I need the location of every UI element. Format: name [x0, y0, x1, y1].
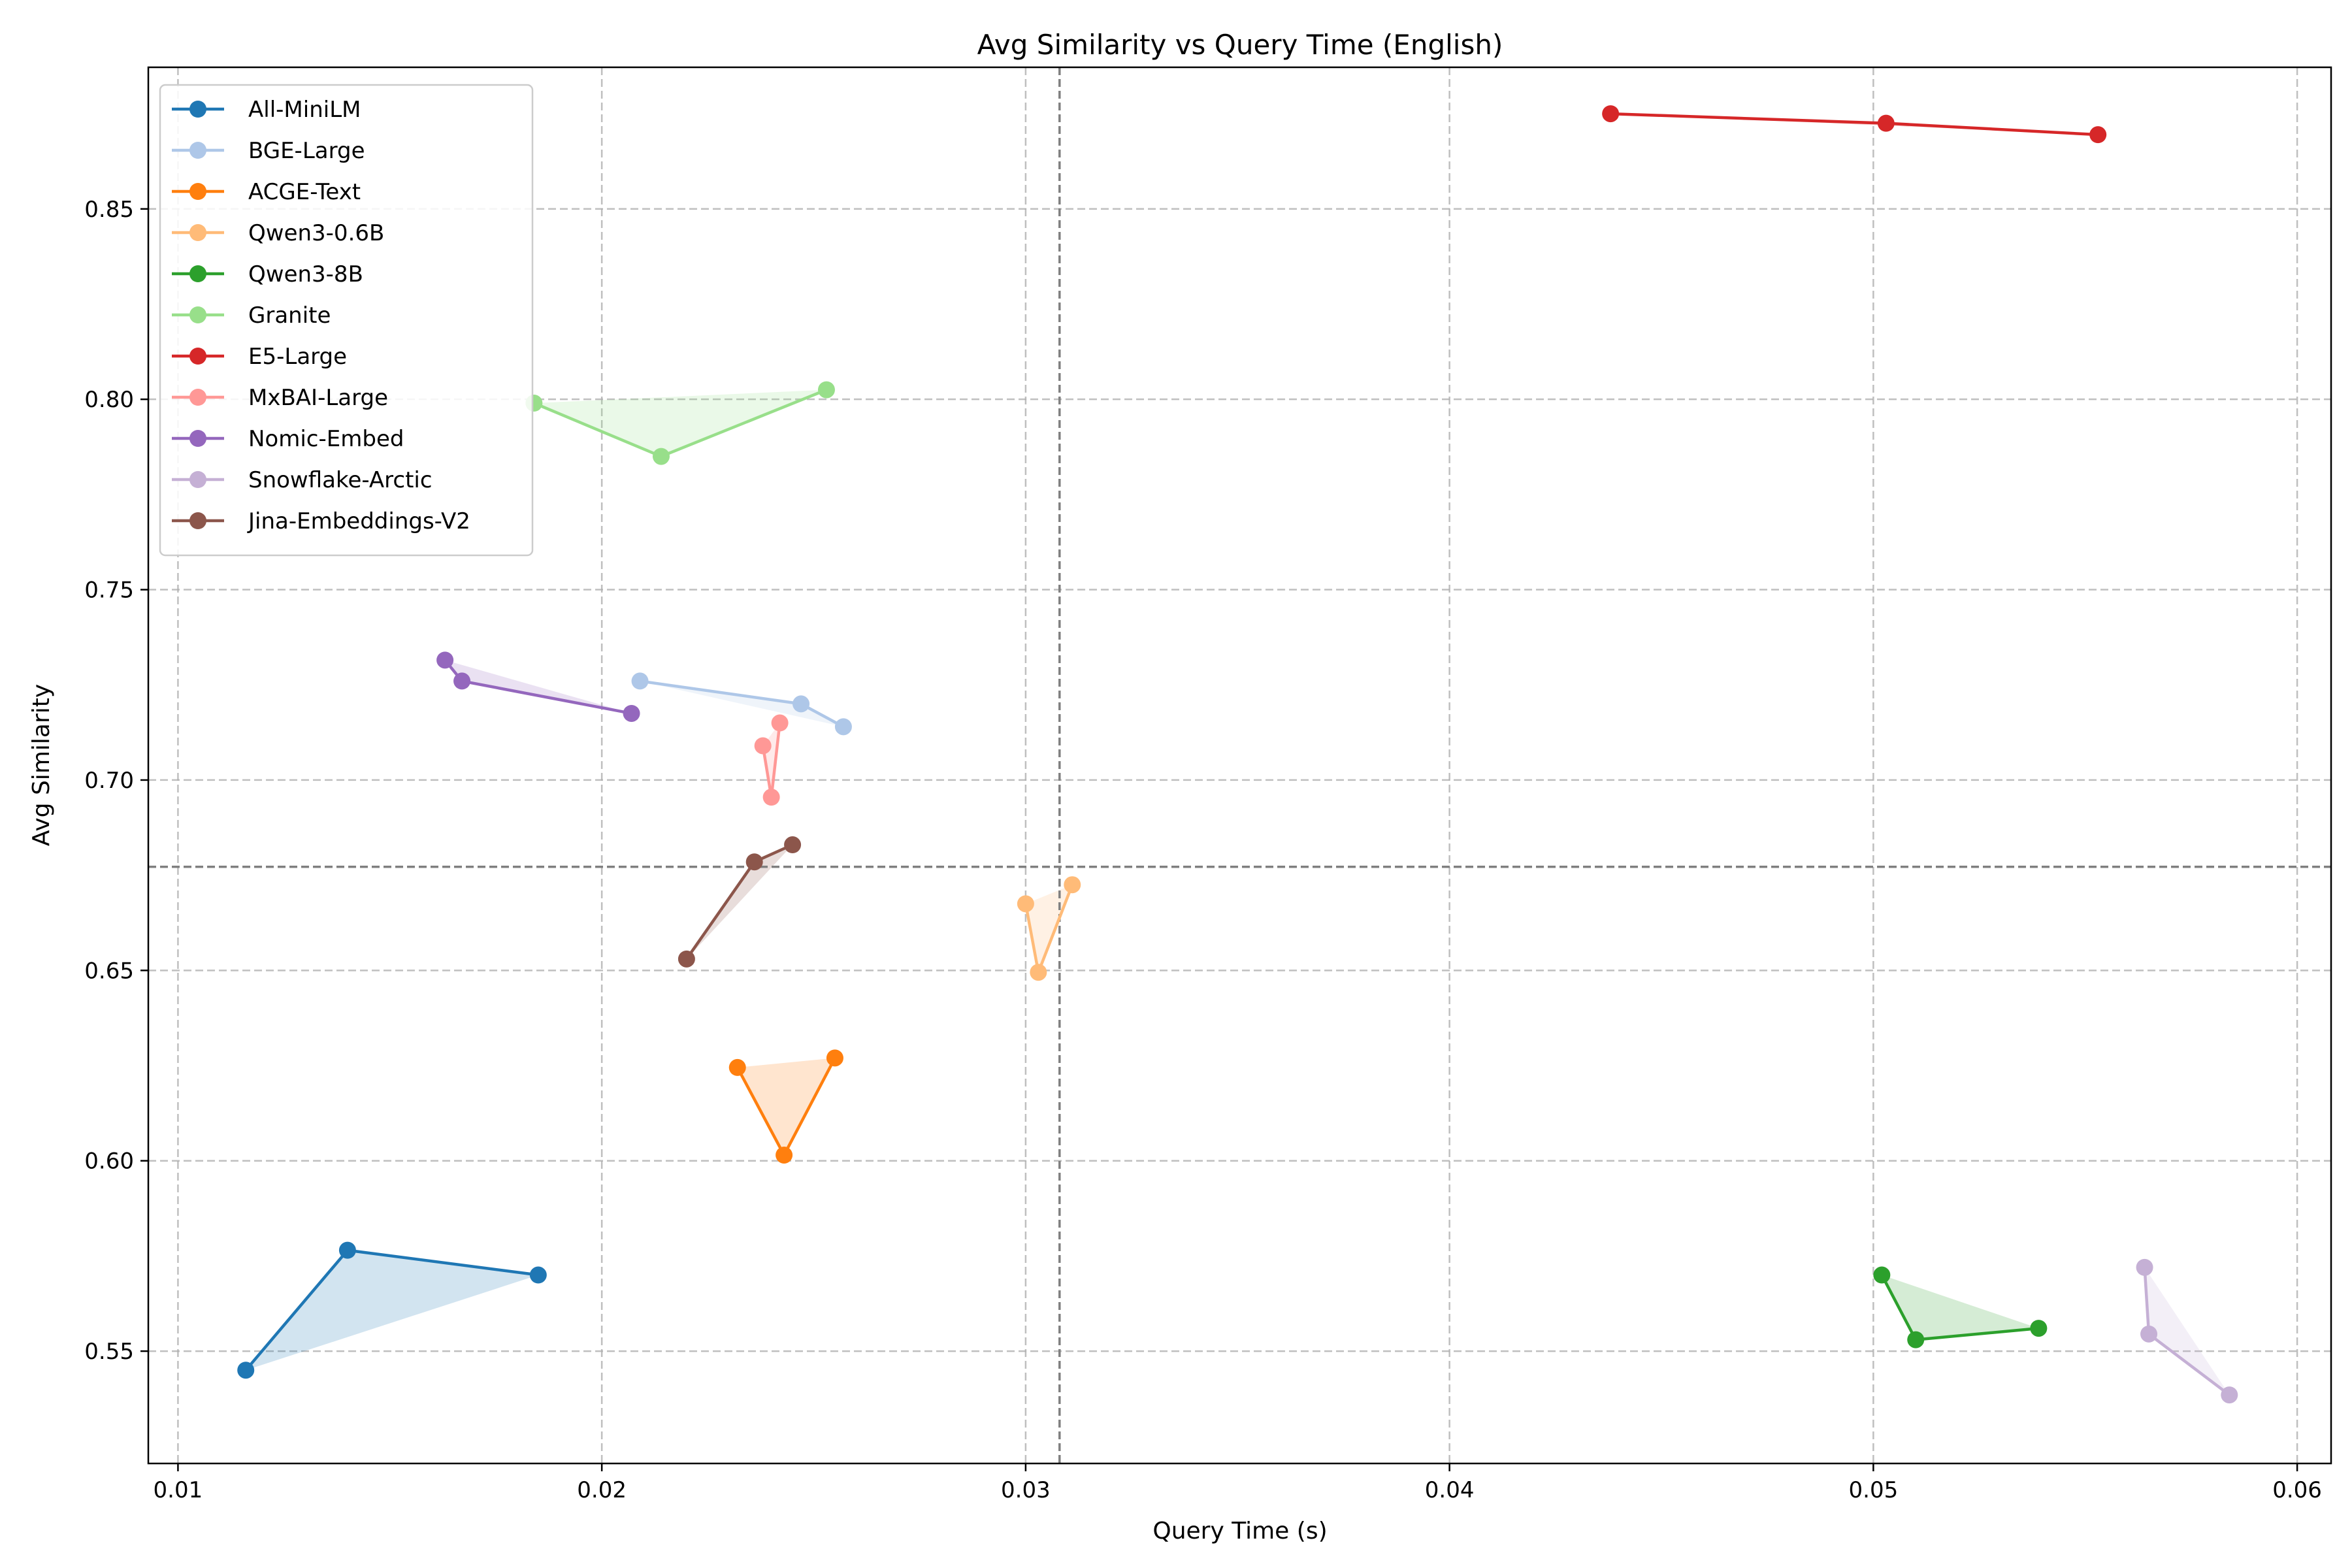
- legend-marker: [189, 306, 206, 323]
- chart-title: Avg Similarity vs Query Time (English): [977, 29, 1503, 61]
- data-point: [623, 704, 640, 722]
- legend-marker: [189, 142, 206, 159]
- legend-frame: [159, 84, 534, 557]
- x-axis-ticks: 0.01 0.02 0.03 0.04 0.05 0.06: [154, 1463, 2322, 1503]
- legend-marker: [189, 430, 206, 447]
- data-point: [1064, 876, 1081, 894]
- legend-label: MxBAI-Large: [248, 385, 388, 411]
- x-tick-label: 0.01: [154, 1477, 203, 1503]
- legend-label: All-MiniLM: [248, 97, 361, 123]
- y-tick-label: 0.85: [84, 197, 134, 223]
- legend-marker: [189, 348, 206, 365]
- data-point: [237, 1362, 255, 1379]
- legend-label: Qwen3-0.6B: [248, 220, 384, 246]
- y-tick-label: 0.80: [84, 387, 134, 413]
- data-point: [453, 672, 471, 690]
- x-tick-label: 0.06: [2272, 1477, 2322, 1503]
- legend: All-MiniLM BGE-Large ACGE-Text Qwen3-0.6B Qw…: [159, 84, 534, 557]
- data-point: [1602, 105, 1620, 123]
- series-fill-9: [445, 660, 632, 713]
- data-point: [678, 950, 695, 968]
- y-tick-label: 0.55: [84, 1339, 134, 1365]
- x-tick-label: 0.05: [1849, 1477, 1899, 1503]
- data-point: [834, 718, 852, 736]
- data-point: [2136, 1258, 2153, 1276]
- data-point: [826, 1049, 843, 1067]
- legend-label: Nomic-Embed: [248, 426, 404, 452]
- data-point: [771, 714, 789, 732]
- data-point: [631, 672, 649, 690]
- legend-label: Granite: [248, 302, 331, 329]
- data-point: [817, 381, 835, 399]
- data-point: [776, 1146, 793, 1164]
- y-axis-ticks: 0.55 0.60 0.65 0.70 0.75 0.80 0.85: [84, 197, 148, 1365]
- legend-label: Snowflake-Arctic: [248, 467, 433, 493]
- data-point: [1877, 114, 1895, 132]
- y-axis-label: Avg Similarity: [28, 684, 55, 846]
- data-point: [745, 853, 763, 871]
- data-point: [1030, 964, 1047, 981]
- legend-marker: [189, 471, 206, 488]
- data-point: [728, 1058, 746, 1076]
- data-point: [784, 836, 802, 854]
- legend-marker: [189, 183, 206, 200]
- data-point: [2030, 1320, 2048, 1337]
- grid-layer: [148, 67, 2331, 1463]
- y-tick-label: 0.60: [84, 1149, 134, 1175]
- legend-marker: [189, 224, 206, 241]
- series-fill-6: [534, 389, 826, 457]
- data-point: [1017, 895, 1034, 913]
- data-point: [2221, 1386, 2238, 1404]
- series-fill-10: [2144, 1267, 2230, 1396]
- legend-label: Qwen3-8B: [248, 261, 363, 287]
- legend-marker: [189, 512, 206, 529]
- x-tick-label: 0.04: [1425, 1477, 1475, 1503]
- y-tick-label: 0.65: [84, 958, 134, 984]
- data-point: [792, 695, 810, 713]
- data-point: [1907, 1331, 1925, 1348]
- legend-marker: [189, 265, 206, 282]
- series-fill-11: [686, 845, 793, 959]
- data-point: [652, 448, 670, 465]
- series-fill-2: [640, 681, 843, 727]
- data-point: [762, 789, 780, 806]
- series-fill-1: [246, 1250, 538, 1371]
- series-fill-5: [1882, 1275, 2039, 1340]
- reference-lines: [148, 67, 2331, 1463]
- data-point: [1873, 1266, 1891, 1284]
- data-point: [436, 651, 454, 669]
- x-tick-label: 0.02: [577, 1477, 627, 1503]
- plot-frame: [147, 66, 2332, 1465]
- x-axis-label: Query Time (s): [1152, 1518, 1327, 1544]
- y-tick-label: 0.75: [84, 578, 134, 604]
- data-point: [754, 737, 772, 755]
- legend-marker: [189, 389, 206, 406]
- data-point: [529, 1266, 547, 1284]
- legend-marker: [189, 101, 206, 118]
- y-tick-label: 0.70: [84, 768, 134, 794]
- x-tick-label: 0.03: [1001, 1477, 1051, 1503]
- series-fill-3: [737, 1058, 835, 1155]
- data-point: [2140, 1325, 2158, 1343]
- data-point: [2089, 126, 2107, 144]
- legend-label: ACGE-Text: [248, 179, 361, 205]
- legend-label: Jina-Embeddings-V2: [247, 508, 470, 534]
- series-layer: [237, 105, 2238, 1404]
- data-point: [338, 1241, 356, 1259]
- legend-label: BGE-Large: [248, 138, 365, 164]
- legend-label: E5-Large: [248, 344, 347, 370]
